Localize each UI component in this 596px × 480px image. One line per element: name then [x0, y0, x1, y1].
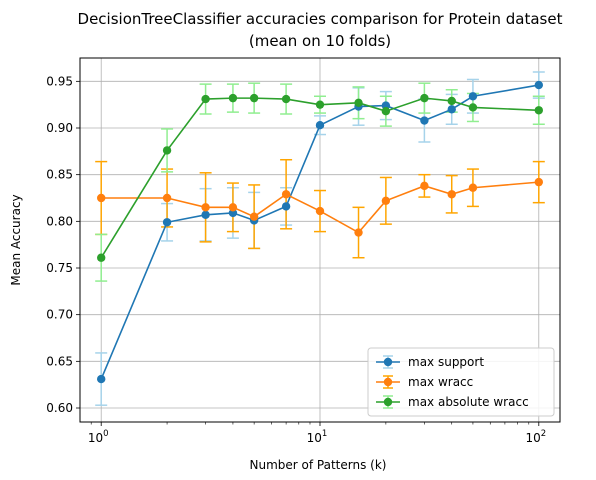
data-point-max-absolute-wracc — [447, 96, 456, 106]
y-axis-label: Mean Accuracy — [9, 194, 23, 285]
data-point-max-support — [281, 202, 291, 211]
legend-marker-max-absolute-wracc — [383, 397, 393, 407]
data-point-max-wracc — [468, 183, 478, 192]
legend-label-max-wracc: max wracc — [408, 375, 473, 389]
data-point-max-absolute-wracc — [534, 106, 543, 115]
data-point-max-wracc — [228, 203, 238, 212]
x-tick-exponent: 0 — [103, 429, 108, 439]
data-point-max-support — [201, 210, 210, 219]
legend-label-max-support: max support — [408, 355, 484, 369]
y-tick-label: 0.80 — [46, 214, 73, 228]
data-point-max-support — [315, 121, 325, 130]
data-point-max-wracc — [201, 203, 210, 212]
data-point-max-absolute-wracc — [228, 93, 238, 103]
data-point-max-absolute-wracc — [162, 146, 172, 155]
data-point-max-wracc — [447, 190, 456, 199]
data-point-max-absolute-wracc — [468, 103, 478, 112]
legend-marker-max-wracc — [383, 377, 393, 387]
y-tick-label: 0.65 — [46, 354, 73, 368]
y-axis-ticks: 0.60 0.65 0.70 0.75 0.80 0.85 0.90 0.95 — [46, 74, 80, 415]
data-point-max-wracc — [162, 193, 172, 203]
y-tick-label: 0.95 — [46, 74, 73, 88]
data-point-max-absolute-wracc — [201, 94, 210, 104]
y-tick-label: 0.90 — [46, 121, 73, 135]
y-tick-label: 0.70 — [46, 308, 73, 322]
y-tick-label: 0.85 — [46, 168, 73, 182]
legend-marker-max-support — [383, 357, 393, 367]
data-point-max-support — [447, 105, 456, 114]
chart-title-line2: (mean on 10 folds) — [249, 32, 391, 50]
series-markers — [97, 80, 543, 384]
data-point-max-wracc — [420, 181, 429, 191]
data-point-max-support — [534, 80, 543, 90]
data-point-max-support — [468, 92, 478, 101]
data-point-max-absolute-wracc — [354, 98, 363, 108]
y-tick-label: 0.75 — [46, 261, 73, 275]
data-point-max-absolute-wracc — [420, 93, 429, 103]
data-point-max-absolute-wracc — [97, 253, 106, 262]
legend-box — [367, 347, 555, 417]
data-point-max-absolute-wracc — [281, 94, 291, 104]
y-tick-label: 0.60 — [46, 401, 73, 415]
x-tick-exponent: 2 — [541, 429, 546, 439]
data-point-max-wracc — [315, 206, 325, 216]
data-point-max-wracc — [97, 193, 106, 203]
data-point-max-support — [420, 116, 429, 125]
data-point-max-absolute-wracc — [249, 93, 259, 103]
data-point-max-wracc — [534, 177, 543, 187]
data-point-max-wracc — [249, 212, 259, 221]
data-point-max-absolute-wracc — [381, 107, 391, 116]
x-axis-label: Number of Patterns (k) — [250, 458, 387, 472]
data-point-max-wracc — [354, 228, 363, 237]
chart-title-line1: DecisionTreeClassifier accuracies compar… — [78, 10, 563, 28]
legend-label-max-absolute-wracc: max absolute wracc — [408, 395, 529, 409]
data-point-max-wracc — [281, 190, 291, 199]
data-point-max-absolute-wracc — [315, 100, 325, 109]
legend: max support max wracc max absolute wracc — [367, 347, 555, 417]
x-tick-exponent: 1 — [322, 429, 327, 439]
data-point-max-support — [162, 218, 172, 227]
data-point-max-wracc — [381, 196, 391, 205]
data-point-max-support — [97, 374, 106, 384]
